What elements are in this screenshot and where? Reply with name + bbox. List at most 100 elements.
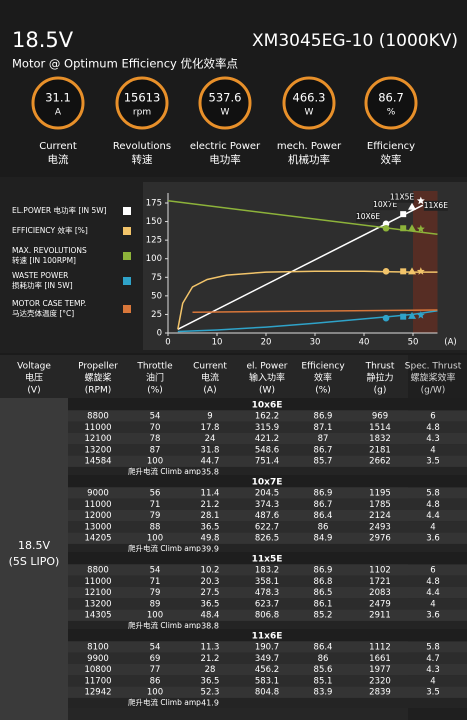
cell: 10.2 [201,566,220,576]
cell: 548.6 [255,445,279,455]
cell: 11.3 [201,643,220,653]
cell: 4.8 [426,423,440,433]
cell: 86.4 [314,643,333,653]
cell: 31.8 [201,445,220,455]
y-tick-label: 150 [146,217,162,227]
cell: 79 [150,588,161,598]
cell: 86.7 [314,445,333,455]
marker-label: 10X6E [356,212,380,221]
cell: 100 [147,457,163,467]
group-title-bg [68,552,467,564]
cell: 21.2 [201,654,220,664]
marker-label: 11X5E [390,193,414,202]
cell: 100 [147,534,163,544]
row-bg [68,564,467,576]
cell: 751.4 [255,457,279,467]
cell: 4 [430,445,435,455]
marker [408,267,417,275]
cell: 2911 [369,611,391,621]
column-header: Spec. Thrust [405,362,462,372]
cell: 9 [207,412,212,422]
gauge-label: electric Power [190,141,261,152]
cell: 24 [205,434,216,444]
marker [416,267,425,275]
y-tick-label: 75 [151,273,162,283]
group-title: 11x6E [252,632,283,642]
y-tick-label: 125 [146,236,162,246]
row-bg [68,575,467,587]
cell: 2839 [369,688,391,698]
column-header: 效率 [314,372,332,384]
cell: 28 [205,665,216,675]
cell: 36.5 [201,599,220,609]
cell: 14205 [84,534,111,544]
cell: 4.4 [426,588,440,598]
cell: 70 [150,423,161,433]
marker [400,225,407,232]
legend-label: EFFICIENCY 效率 [%] [12,225,88,235]
cell: 583.1 [255,676,279,686]
marker [416,311,425,319]
climb-bg [68,621,467,631]
marker [408,311,417,319]
gauge-unit: W [221,108,230,118]
cell: 13200 [84,445,111,455]
cell: 5.8 [426,489,440,499]
cell: 13200 [84,599,111,609]
group-title: 10x7E [252,478,283,488]
y-tick-label: 100 [146,254,162,264]
cell: 86.9 [314,412,333,422]
column-header: (RPM) [85,386,111,396]
marker-label: 10X7E [373,200,397,209]
legend-swatch [123,207,131,215]
marker [408,202,417,210]
column-header: Efficiency [301,362,345,372]
cell: 1195 [369,489,391,499]
cell: 13000 [84,522,111,532]
cell: 4.8 [426,577,440,587]
x-tick-label: 0 [165,338,170,348]
cell: 21.2 [201,500,220,510]
marker [382,314,390,322]
cell: 85.2 [314,611,333,621]
column-header: (V) [27,386,40,396]
x-tick-label: 10 [212,338,223,348]
cell: 86 [318,522,329,532]
cell: 190.7 [255,643,279,653]
title: 18.5V [12,28,74,52]
cell: 77 [150,665,161,675]
marker [400,313,407,320]
cell: 12100 [84,434,111,444]
gauge-label: Revolutions [113,141,171,152]
cell: 86 [318,654,329,664]
climb-label: 爬升电流 Climb amp [128,620,201,630]
gauge-label-cn: 效率 [381,153,402,166]
cell: 8800 [87,566,109,576]
cell: 56 [150,489,161,499]
cell: 1514 [369,423,391,433]
column-header: Throttle [136,362,173,372]
column-header: 油门 [146,372,164,384]
cell: 804.8 [255,688,279,698]
cell: 20.3 [201,577,220,587]
cell: 204.5 [255,489,279,499]
cell: 84.9 [314,534,333,544]
cell: 315.9 [255,423,279,433]
group-title-bg [68,629,467,641]
marker [382,224,390,232]
cell: 2976 [369,534,391,544]
cell: 100 [147,611,163,621]
cell: 3.5 [426,688,440,698]
column-header: (A) [203,386,216,396]
cell: 54 [150,566,161,576]
x-tick-label: 40 [359,338,370,348]
y-tick-label: 0 [157,329,162,339]
gauge-ring [364,76,418,130]
legend-label: 损耗功率 [IN 5W] [12,280,73,290]
cell: 2493 [369,522,391,532]
climb-label: 爬升电流 Climb amp [128,466,201,476]
marker [408,224,417,232]
cell: 421.2 [255,434,279,444]
cell: 1112 [369,643,391,653]
column-header: 电流 [201,372,219,384]
